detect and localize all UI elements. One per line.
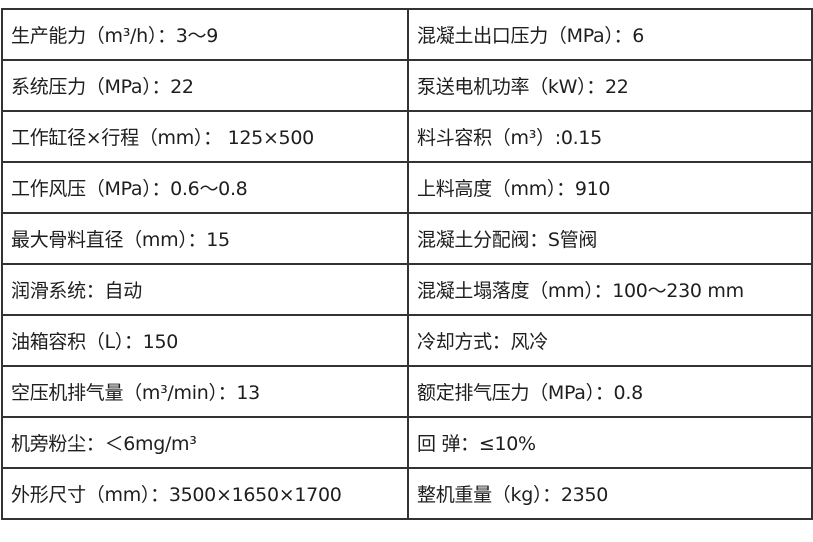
spec-cell: 上料高度（mm）：910: [407, 161, 813, 214]
table-row: 系统压力（MPa）：22 泵送电机功率（kW）：22: [1, 59, 813, 112]
spec-cell: 冷却方式：风冷: [407, 314, 813, 367]
spec-cell: 生产能力（m³/h）：3～9: [1, 8, 409, 61]
table-row: 外形尺寸（mm）：3500×1650×1700 整机重量（kg）：2350: [1, 467, 813, 520]
spec-cell: 润滑系统：自动: [1, 263, 409, 316]
spec-cell: 机旁粉尘：＜6mg/m³: [1, 416, 409, 469]
table-row: 机旁粉尘：＜6mg/m³ 回 弹：≤10%: [1, 416, 813, 469]
spec-cell: 空压机排气量（m³/min）：13: [1, 365, 409, 418]
spec-cell: 工作缸径×行程（mm）： 125×500: [1, 110, 409, 163]
spec-cell: 回 弹：≤10%: [407, 416, 813, 469]
spec-cell: 混凝土塌落度（mm）：100～230 mm: [407, 263, 813, 316]
table-row: 润滑系统：自动 混凝土塌落度（mm）：100～230 mm: [1, 263, 813, 316]
table-row: 工作缸径×行程（mm）： 125×500 料斗容积（m³）:0.15: [1, 110, 813, 163]
spec-cell: 整机重量（kg）：2350: [407, 467, 813, 520]
spec-cell: 泵送电机功率（kW）：22: [407, 59, 813, 112]
spec-cell: 混凝土分配阀：S管阀: [407, 212, 813, 265]
table-row: 生产能力（m³/h）：3～9 混凝土出口压力（MPa）：6: [1, 8, 813, 61]
table-row: 最大骨料直径（mm）：15 混凝土分配阀：S管阀: [1, 212, 813, 265]
spec-cell: 外形尺寸（mm）：3500×1650×1700: [1, 467, 409, 520]
spec-cell: 额定排气压力（MPa）：0.8: [407, 365, 813, 418]
spec-cell: 工作风压（MPa）：0.6～0.8: [1, 161, 409, 214]
table-row: 工作风压（MPa）：0.6～0.8 上料高度（mm）：910: [1, 161, 813, 214]
spec-cell: 混凝土出口压力（MPa）：6: [407, 8, 813, 61]
spec-cell: 料斗容积（m³）:0.15: [407, 110, 813, 163]
spec-table: 生产能力（m³/h）：3～9 混凝土出口压力（MPa）：6 系统压力（MPa）：22…: [1, 8, 813, 520]
spec-cell: 系统压力（MPa）：22: [1, 59, 409, 112]
table-row: 空压机排气量（m³/min）：13 额定排气压力（MPa）：0.8: [1, 365, 813, 418]
spec-cell: 最大骨料直径（mm）：15: [1, 212, 409, 265]
spec-cell: 油箱容积（L）：150: [1, 314, 409, 367]
table-row: 油箱容积（L）：150 冷却方式：风冷: [1, 314, 813, 367]
